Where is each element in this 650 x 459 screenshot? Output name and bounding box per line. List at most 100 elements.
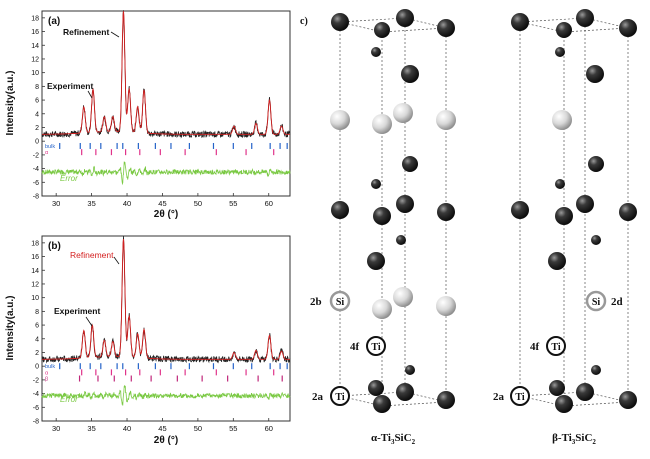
site-element-si: Si [592, 297, 601, 308]
si-atom [393, 287, 413, 307]
x-tick-label: 50 [194, 424, 202, 433]
ti-c-atom [368, 380, 384, 396]
si-atom [393, 103, 413, 123]
si-atom [372, 114, 392, 134]
panel-c-structures: c) [300, 9, 637, 446]
ti-c-atom [405, 365, 415, 375]
y-tick-label: -6 [33, 405, 39, 412]
plot-frame [41, 235, 291, 422]
y-tick-label: 2 [35, 125, 39, 132]
y-tick-label: 14 [31, 268, 39, 275]
site-marker-si [585, 290, 607, 312]
si-atom [436, 110, 456, 130]
y-tick-label: 0 [35, 139, 39, 146]
y-tick-label: 8 [35, 84, 39, 91]
annotation-refinement: Refinement [70, 250, 114, 260]
y-axis-label: Intensity(a.u.) [5, 295, 16, 360]
x-axis-label: 2θ (°) [154, 209, 178, 220]
si-atom [372, 299, 392, 319]
panel-label: c) [300, 16, 308, 27]
x-tick-label: 40 [123, 424, 131, 433]
atoms [330, 9, 637, 413]
si-atom [552, 110, 572, 130]
annotation-refinement: Refinement [63, 27, 109, 37]
x-axis-label: 2θ (°) [154, 435, 178, 446]
y-tick-label: -4 [33, 391, 39, 398]
x-tick-label: 30 [52, 424, 60, 433]
site-element-ti: Ti [371, 342, 380, 353]
site-element-si: Si [336, 297, 345, 308]
ti-c-atom [619, 203, 637, 221]
x-tick-label: 60 [265, 424, 273, 433]
x-tick-label: 50 [194, 199, 202, 208]
x-tick-label: 60 [265, 199, 273, 208]
structure-name-alpha: α-Ti3SiC2 [371, 432, 416, 446]
y-tick-label: 6 [35, 98, 39, 105]
series-group [41, 235, 291, 406]
y-tick-label: 12 [31, 56, 39, 63]
tick-row-label: α [45, 370, 49, 376]
ti-c-atom [371, 47, 381, 57]
y-tick-label: 4 [35, 336, 39, 343]
ti-c-atom [511, 201, 529, 219]
ti-c-atom [374, 22, 390, 38]
ti-c-atom [555, 47, 565, 57]
y-tick-label: 18 [31, 15, 39, 22]
x-tick-label: 30 [52, 199, 60, 208]
ti-c-atom [619, 19, 637, 37]
ti-c-atom [549, 380, 565, 396]
ti-c-atom [331, 201, 349, 219]
structure-name-beta: β-Ti3SiC2 [552, 432, 596, 446]
y-tick-label: 2 [35, 350, 39, 357]
y-tick-label: 6 [35, 323, 39, 330]
arrow-experiment [87, 90, 93, 99]
y-tick-label: -8 [33, 194, 39, 201]
series-group [41, 10, 291, 186]
y-tick-label: 18 [31, 240, 39, 247]
ti-c-atom [367, 252, 385, 270]
ti-c-atom [331, 13, 349, 31]
ti-c-atom [576, 9, 594, 27]
site-marker-si [329, 290, 351, 312]
arrow-experiment [85, 316, 93, 327]
ti-c-atom [591, 365, 601, 375]
si-atom [330, 110, 350, 130]
ti-c-atom [396, 235, 406, 245]
ti-c-atom [588, 156, 604, 172]
x-tick-label: 55 [229, 199, 237, 208]
y-tick-label: -2 [33, 152, 39, 159]
site-label-2d: 2d [611, 296, 623, 308]
ti-c-atom [396, 195, 414, 213]
ti-c-atom [401, 65, 419, 83]
ti-c-atom [586, 65, 604, 83]
x-tick-label: 45 [158, 424, 166, 433]
series-error-line [41, 384, 291, 406]
ti-c-atom [576, 383, 594, 401]
x-axis-ticks: 30 35 40 45 50 55 60 [52, 418, 273, 433]
si-atom [436, 296, 456, 316]
y-tick-label: -8 [33, 419, 39, 426]
y-tick-label: -4 [33, 166, 39, 173]
panel-b-chart: (b) -8 -6 -4 -2 0 2 4 6 8 10 12 14 16 18 30 35 40 45 50 55… [5, 235, 291, 446]
ti-c-atom [371, 179, 381, 189]
x-tick-label: 55 [229, 424, 237, 433]
x-tick-label: 40 [123, 199, 131, 208]
site-label-4f: 4f [530, 341, 540, 353]
x-tick-label: 35 [87, 424, 95, 433]
tick-row-label: β [45, 377, 48, 383]
ti-c-atom [619, 391, 637, 409]
tick-row-label: bulk [45, 144, 55, 150]
site-label-2b: 2b [310, 296, 322, 308]
site-element-ti: Ti [551, 342, 560, 353]
tick-row-label: bulk [45, 364, 55, 370]
ti-c-atom [555, 179, 565, 189]
ti-c-atom [555, 395, 573, 413]
site-marker-ti [546, 336, 566, 356]
ti-c-atom [555, 207, 573, 225]
ti-c-atom [576, 195, 594, 213]
panel-label: (a) [48, 16, 60, 27]
y-tick-label: 12 [31, 281, 39, 288]
ti-c-atom [591, 235, 601, 245]
